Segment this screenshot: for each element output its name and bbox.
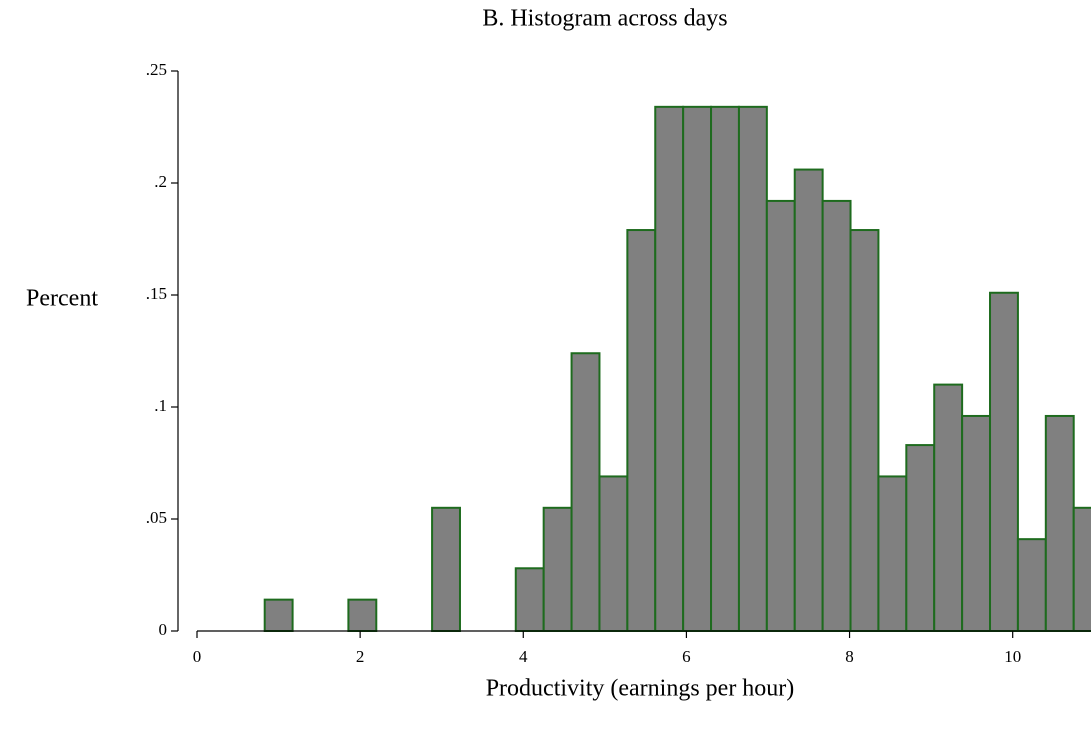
x-tick-label: 0 [193,647,202,666]
bar [933,383,964,632]
bar [626,229,657,632]
bar [905,444,936,632]
bar [654,105,685,632]
x-tick-label: 10 [1004,647,1021,666]
bar [877,475,908,632]
bar [961,414,992,632]
y-tick-label: .15 [146,284,167,303]
x-axis-label: Productivity (earnings per hour) [486,676,795,702]
y-tick-label: 0 [159,620,168,639]
bar [737,105,768,632]
chart-title: B. Histogram across days [482,6,727,32]
bar [570,352,601,632]
bar [765,199,796,632]
bar [598,475,629,632]
bar [1016,538,1047,632]
bar [542,506,573,632]
x-tick-label: 8 [845,647,854,666]
bar [514,567,545,633]
x-tick-label: 6 [682,647,691,666]
bar [347,598,378,633]
bar [682,105,713,632]
bar [710,105,740,632]
y-tick-label: .25 [146,60,167,79]
x-tick-label: 4 [519,647,528,666]
bar [849,229,880,632]
y-tick-label: .2 [154,172,167,191]
bar [263,598,294,633]
bar [1044,414,1075,632]
y-tick-label: .05 [146,508,167,527]
y-axis-label: Percent [26,286,98,312]
bar [793,168,824,632]
y-tick-label: .1 [154,396,167,415]
bar [989,291,1019,632]
bar [821,199,852,632]
x-tick-label: 2 [356,647,365,666]
bar [431,506,461,632]
bar [1072,506,1091,632]
